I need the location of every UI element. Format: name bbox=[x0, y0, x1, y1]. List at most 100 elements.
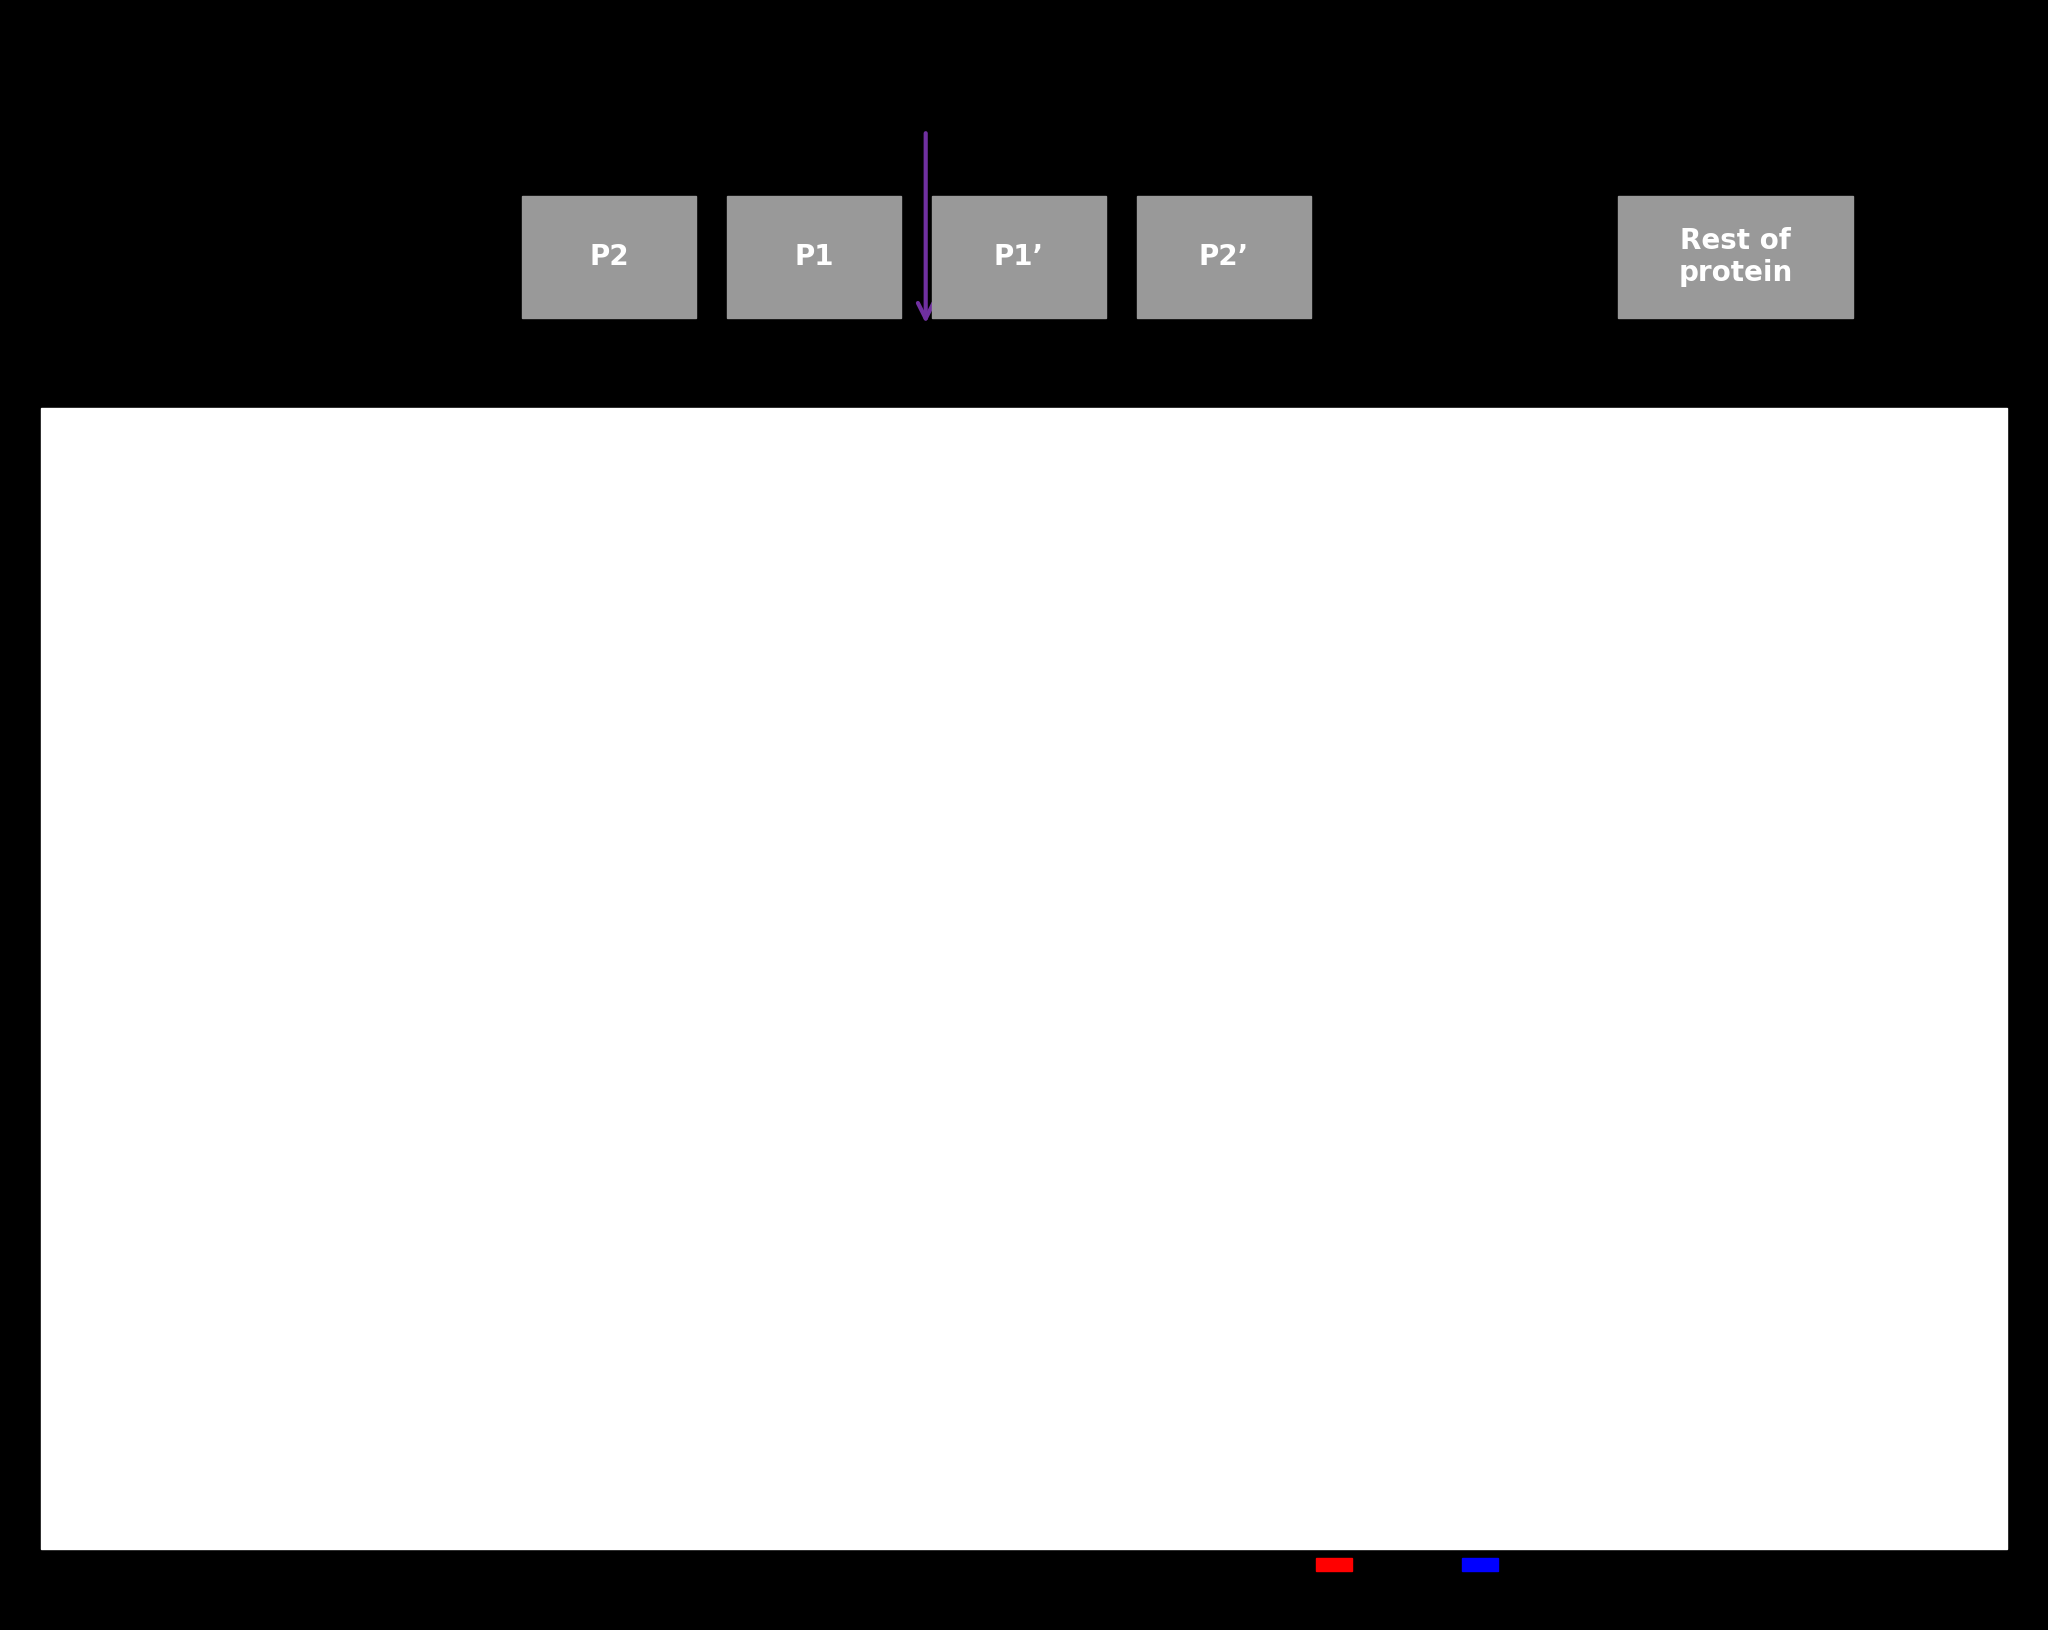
Text: G: G bbox=[156, 1211, 162, 1218]
Text: (d) ratios: (d) ratios bbox=[1837, 411, 1962, 434]
Text: P2': P2' bbox=[430, 932, 446, 942]
Text: K: K bbox=[709, 1002, 719, 1015]
Text: G: G bbox=[616, 856, 625, 866]
Text: T: T bbox=[705, 657, 721, 680]
Bar bbox=[111, 497, 483, 945]
Text: H: H bbox=[803, 1154, 809, 1164]
Text: V: V bbox=[610, 655, 629, 680]
Bar bbox=[1106, 1188, 1139, 1231]
Text: 0.23: 0.23 bbox=[1939, 1320, 1980, 1338]
Text: N: N bbox=[156, 1151, 162, 1159]
Text: L: L bbox=[436, 1060, 442, 1069]
Text: Z-Arg-Arg-AMC: Z-Arg-Arg-AMC bbox=[952, 937, 1087, 954]
Text: R: R bbox=[707, 743, 721, 763]
Bar bbox=[571, 497, 944, 924]
Text: K: K bbox=[154, 782, 164, 795]
Bar bbox=[1106, 582, 1217, 624]
Text: H: H bbox=[156, 822, 164, 830]
Text: E: E bbox=[436, 1211, 440, 1218]
Text: 3.70: 3.70 bbox=[1819, 1193, 1860, 1211]
Text: P: P bbox=[248, 1029, 258, 1042]
Bar bbox=[1106, 1024, 1663, 1066]
Text: 0.32: 0.32 bbox=[1939, 1064, 1980, 1082]
Text: P1': P1' bbox=[799, 908, 815, 918]
Text: 19.60: 19.60 bbox=[1933, 680, 1987, 698]
Text: R: R bbox=[432, 675, 446, 693]
Text: 0.20: 0.20 bbox=[1939, 936, 1980, 955]
Text: Rest of
protein: Rest of protein bbox=[1679, 227, 1792, 287]
Bar bbox=[1106, 1146, 1225, 1188]
Text: P1: P1 bbox=[707, 908, 721, 918]
Text: 2.12: 2.12 bbox=[1819, 553, 1860, 570]
Bar bbox=[1106, 703, 1739, 745]
Text: P1: P1 bbox=[246, 932, 260, 942]
Text: #cleaved sites = 95: #cleaved sites = 95 bbox=[680, 1457, 836, 1472]
Text: Y: Y bbox=[893, 747, 905, 761]
Text: E: E bbox=[612, 743, 627, 763]
Text: A: A bbox=[338, 660, 352, 678]
Text: P2: P2 bbox=[612, 908, 627, 918]
Text: 0.05: 0.05 bbox=[1819, 680, 1860, 698]
Text: D: D bbox=[432, 1014, 444, 1027]
Text: I: I bbox=[344, 768, 348, 781]
Text: A: A bbox=[156, 1090, 164, 1100]
Text: G: G bbox=[436, 1167, 442, 1172]
Text: G: G bbox=[340, 722, 352, 735]
Text: Z-Arg-Lys-AMC: Z-Arg-Lys-AMC bbox=[954, 1301, 1087, 1317]
Text: n: n bbox=[432, 743, 444, 758]
Text: Y: Y bbox=[250, 836, 256, 846]
Text: P: P bbox=[895, 1090, 903, 1100]
Title: (c) pH selective substrates: (c) pH selective substrates bbox=[1266, 468, 1622, 491]
Text: f: f bbox=[436, 789, 440, 802]
Text: P2: P2 bbox=[152, 932, 166, 942]
Text: I: I bbox=[618, 1024, 623, 1037]
Text: P2: P2 bbox=[590, 243, 629, 271]
Text: D: D bbox=[803, 1090, 811, 1100]
Bar bbox=[1106, 945, 1159, 988]
Text: S: S bbox=[803, 810, 811, 823]
Text: #cleaved sites = 44: #cleaved sites = 44 bbox=[219, 1457, 375, 1472]
Text: D: D bbox=[342, 1257, 348, 1262]
Text: R: R bbox=[244, 727, 260, 747]
Text: I: I bbox=[252, 1182, 254, 1188]
Text: W: W bbox=[887, 659, 911, 678]
Text: Z-Lys-Arg-AMC: Z-Lys-Arg-AMC bbox=[954, 1060, 1087, 1074]
Title: (b) pH 4.6: (b) pH 4.6 bbox=[690, 469, 825, 494]
Bar bbox=[1106, 825, 1401, 867]
Text: 4.97: 4.97 bbox=[1819, 936, 1860, 955]
Text: F: F bbox=[336, 559, 354, 585]
Text: 4.6/7.2: 4.6/7.2 bbox=[1925, 505, 1995, 525]
Text: P: P bbox=[895, 1237, 903, 1250]
Text: 3.17: 3.17 bbox=[1819, 1064, 1860, 1082]
Text: K: K bbox=[801, 1002, 811, 1015]
Text: 0.47: 0.47 bbox=[1939, 553, 1980, 570]
Legend: pH 7.2, pH 4.6: pH 7.2, pH 4.6 bbox=[1309, 1550, 1579, 1581]
Text: P2’: P2’ bbox=[1198, 243, 1249, 271]
Text: W: W bbox=[150, 729, 168, 743]
Text: F: F bbox=[801, 768, 811, 782]
Text: 4.29: 4.29 bbox=[1819, 1320, 1860, 1338]
Text: E: E bbox=[342, 1196, 348, 1203]
Bar bbox=[1106, 782, 1116, 825]
Text: 0.03: 0.03 bbox=[1819, 808, 1860, 826]
Text: P: P bbox=[711, 1154, 717, 1164]
Text: W: W bbox=[424, 559, 453, 585]
Text: D: D bbox=[154, 1029, 164, 1042]
Text: P: P bbox=[436, 1120, 442, 1130]
Bar bbox=[1106, 540, 1343, 582]
Text: P1': P1' bbox=[338, 932, 354, 942]
Text: G: G bbox=[709, 810, 719, 823]
Text: K: K bbox=[340, 1014, 350, 1027]
Text: S: S bbox=[342, 838, 348, 844]
Text: Z-Lys-Lys-AMC: Z-Lys-Lys-AMC bbox=[958, 1180, 1087, 1195]
Text: One-letter code for the 26 amino acids: One-letter code for the 26 amino acids bbox=[51, 1526, 616, 1555]
X-axis label: Cathepsin B activity (pmol AMC/min/μg): Cathepsin B activity (pmol AMC/min/μg) bbox=[1278, 1425, 1610, 1443]
Text: D: D bbox=[248, 1134, 256, 1144]
Text: H: H bbox=[893, 1002, 905, 1015]
Text: 0.27: 0.27 bbox=[1939, 1193, 1980, 1211]
Bar bbox=[1106, 1309, 1157, 1351]
Text: P1’: P1’ bbox=[993, 243, 1044, 271]
Text: V: V bbox=[803, 856, 809, 864]
Text: B: B bbox=[342, 1134, 348, 1144]
Bar bbox=[1106, 1267, 1325, 1309]
